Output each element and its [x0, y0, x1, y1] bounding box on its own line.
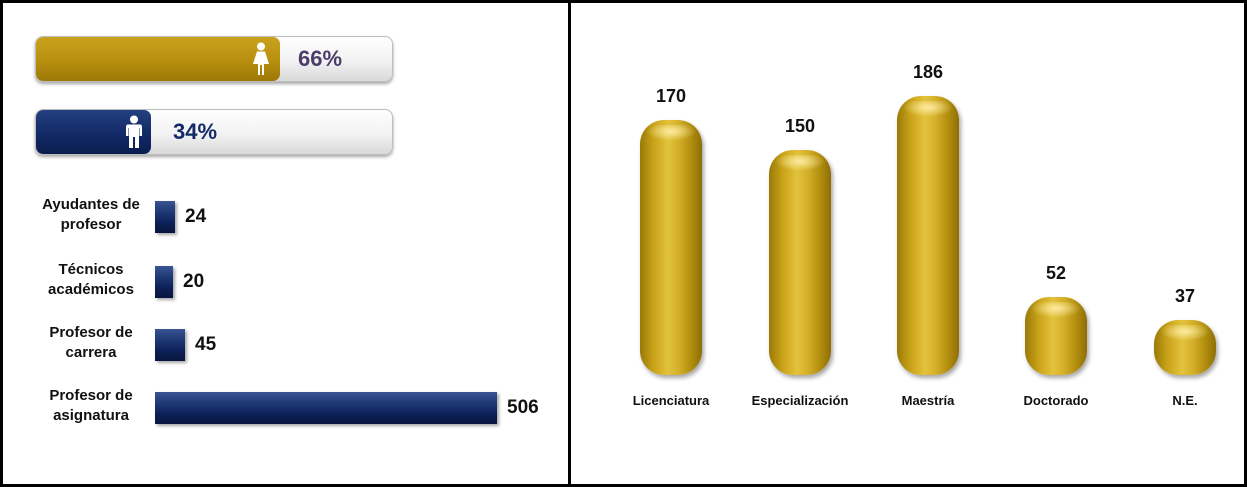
male-person-icon	[126, 115, 142, 148]
education-value-label: 186	[912, 62, 944, 82]
education-value-label: 52	[1045, 263, 1067, 283]
female-percent-fill	[36, 37, 280, 81]
education-category-label: N.E.	[1172, 393, 1198, 408]
staff-bar	[155, 266, 173, 298]
education-bar	[1025, 297, 1087, 375]
male-percent-bar: 34%	[35, 109, 393, 155]
staff-bar	[155, 392, 497, 424]
staff-value-label: 506	[507, 397, 539, 418]
education-category-label: Licenciatura	[632, 393, 710, 408]
staff-value-label: 20	[183, 271, 205, 292]
female-percent-label: 66%	[298, 46, 343, 71]
staff-value-label: 24	[185, 206, 207, 227]
education-value-label: 170	[655, 86, 687, 106]
education-bar	[769, 150, 831, 375]
education-category-label: Maestría	[901, 393, 955, 408]
right-panel: 170 Licenciatura 150 Especialización 186 Maes…	[568, 0, 1247, 487]
female-percent-bar: 66%	[35, 36, 393, 82]
left-panel: 66% 34% Ayudantes de profesor 24 Técnicos ac…	[0, 0, 571, 487]
education-category-label: Doctorado	[1023, 393, 1089, 408]
education-bar	[1154, 319, 1216, 375]
education-value-label: 150	[784, 116, 816, 136]
education-category-label: Especialización	[751, 393, 849, 408]
category-label: Profesor de asignatura	[49, 387, 133, 424]
staff-bar	[155, 329, 185, 361]
category-label: Profesor de carrera	[49, 324, 133, 361]
category-label: Técnicos académicos	[48, 261, 134, 298]
education-bar	[897, 96, 959, 375]
male-percent-label: 34%	[173, 119, 218, 144]
category-label: Ayudantes de profesor	[42, 196, 140, 233]
staff-value-label: 45	[195, 334, 217, 355]
female-person-icon	[253, 42, 269, 75]
staff-bar	[155, 201, 175, 233]
education-bar	[640, 120, 702, 375]
education-value-label: 37	[1174, 285, 1196, 306]
